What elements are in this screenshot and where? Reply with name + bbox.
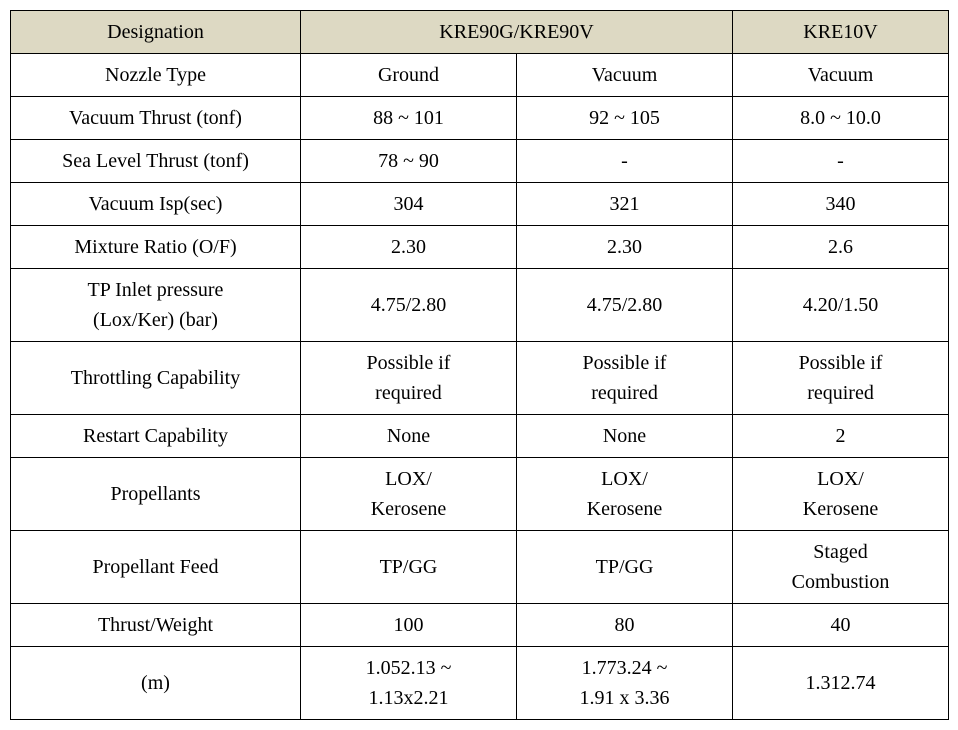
- row-label: Throttling Capability: [11, 342, 301, 415]
- row-label: TP Inlet pressure(Lox/Ker) (bar): [11, 269, 301, 342]
- table-row: Throttling CapabilityPossible ifrequired…: [11, 342, 949, 415]
- table-row: Restart CapabilityNoneNone2: [11, 415, 949, 458]
- row-label: Restart Capability: [11, 415, 301, 458]
- row-label: Mixture Ratio (O/F): [11, 226, 301, 269]
- cell-value: 2.6: [733, 226, 949, 269]
- cell-value: -: [733, 140, 949, 183]
- table-row: Vacuum Thrust (tonf)88 ~ 10192 ~ 1058.0 …: [11, 97, 949, 140]
- row-label: Nozzle Type: [11, 54, 301, 97]
- row-label: Sea Level Thrust (tonf): [11, 140, 301, 183]
- table-row: Vacuum Isp(sec)304321340: [11, 183, 949, 226]
- row-label: Propellants: [11, 458, 301, 531]
- cell-value: 80: [517, 604, 733, 647]
- cell-value: Possible ifrequired: [733, 342, 949, 415]
- cell-value: 78 ~ 90: [301, 140, 517, 183]
- table-row: (m)1.052.13 ~1.13x2.211.773.24 ~1.91 x 3…: [11, 647, 949, 720]
- cell-value: 4.75/2.80: [517, 269, 733, 342]
- cell-value: 1.773.24 ~1.91 x 3.36: [517, 647, 733, 720]
- header-designation: Designation: [11, 11, 301, 54]
- cell-value: 304: [301, 183, 517, 226]
- cell-value: 40: [733, 604, 949, 647]
- cell-value: None: [301, 415, 517, 458]
- row-label: (m): [11, 647, 301, 720]
- header-row: Designation KRE90G/KRE90V KRE10V: [11, 11, 949, 54]
- cell-value: 1.052.13 ~1.13x2.21: [301, 647, 517, 720]
- table-row: Thrust/Weight1008040: [11, 604, 949, 647]
- table-row: Mixture Ratio (O/F)2.302.302.6: [11, 226, 949, 269]
- cell-value: Possible ifrequired: [517, 342, 733, 415]
- table-body: Nozzle TypeGroundVacuumVacuumVacuum Thru…: [11, 54, 949, 720]
- cell-value: LOX/Kerosene: [301, 458, 517, 531]
- table-row: TP Inlet pressure(Lox/Ker) (bar)4.75/2.8…: [11, 269, 949, 342]
- cell-value: 100: [301, 604, 517, 647]
- header-kre90: KRE90G/KRE90V: [301, 11, 733, 54]
- cell-value: 8.0 ~ 10.0: [733, 97, 949, 140]
- table-row: PropellantsLOX/KeroseneLOX/KeroseneLOX/K…: [11, 458, 949, 531]
- cell-value: StagedCombustion: [733, 531, 949, 604]
- cell-value: Ground: [301, 54, 517, 97]
- row-label: Vacuum Thrust (tonf): [11, 97, 301, 140]
- cell-value: LOX/Kerosene: [517, 458, 733, 531]
- cell-value: 2.30: [301, 226, 517, 269]
- row-label: Vacuum Isp(sec): [11, 183, 301, 226]
- cell-value: 2: [733, 415, 949, 458]
- cell-value: 1.312.74: [733, 647, 949, 720]
- cell-value: 88 ~ 101: [301, 97, 517, 140]
- table-row: Sea Level Thrust (tonf)78 ~ 90--: [11, 140, 949, 183]
- cell-value: 4.20/1.50: [733, 269, 949, 342]
- cell-value: LOX/Kerosene: [733, 458, 949, 531]
- cell-value: None: [517, 415, 733, 458]
- table-row: Nozzle TypeGroundVacuumVacuum: [11, 54, 949, 97]
- engine-spec-table: Designation KRE90G/KRE90V KRE10V Nozzle …: [10, 10, 949, 720]
- cell-value: 92 ~ 105: [517, 97, 733, 140]
- row-label: Thrust/Weight: [11, 604, 301, 647]
- cell-value: Possible ifrequired: [301, 342, 517, 415]
- cell-value: 321: [517, 183, 733, 226]
- cell-value: Vacuum: [733, 54, 949, 97]
- row-label: Propellant Feed: [11, 531, 301, 604]
- cell-value: 340: [733, 183, 949, 226]
- cell-value: 4.75/2.80: [301, 269, 517, 342]
- cell-value: TP/GG: [301, 531, 517, 604]
- cell-value: Vacuum: [517, 54, 733, 97]
- cell-value: TP/GG: [517, 531, 733, 604]
- table-row: Propellant FeedTP/GGTP/GGStagedCombustio…: [11, 531, 949, 604]
- cell-value: -: [517, 140, 733, 183]
- header-kre10v: KRE10V: [733, 11, 949, 54]
- cell-value: 2.30: [517, 226, 733, 269]
